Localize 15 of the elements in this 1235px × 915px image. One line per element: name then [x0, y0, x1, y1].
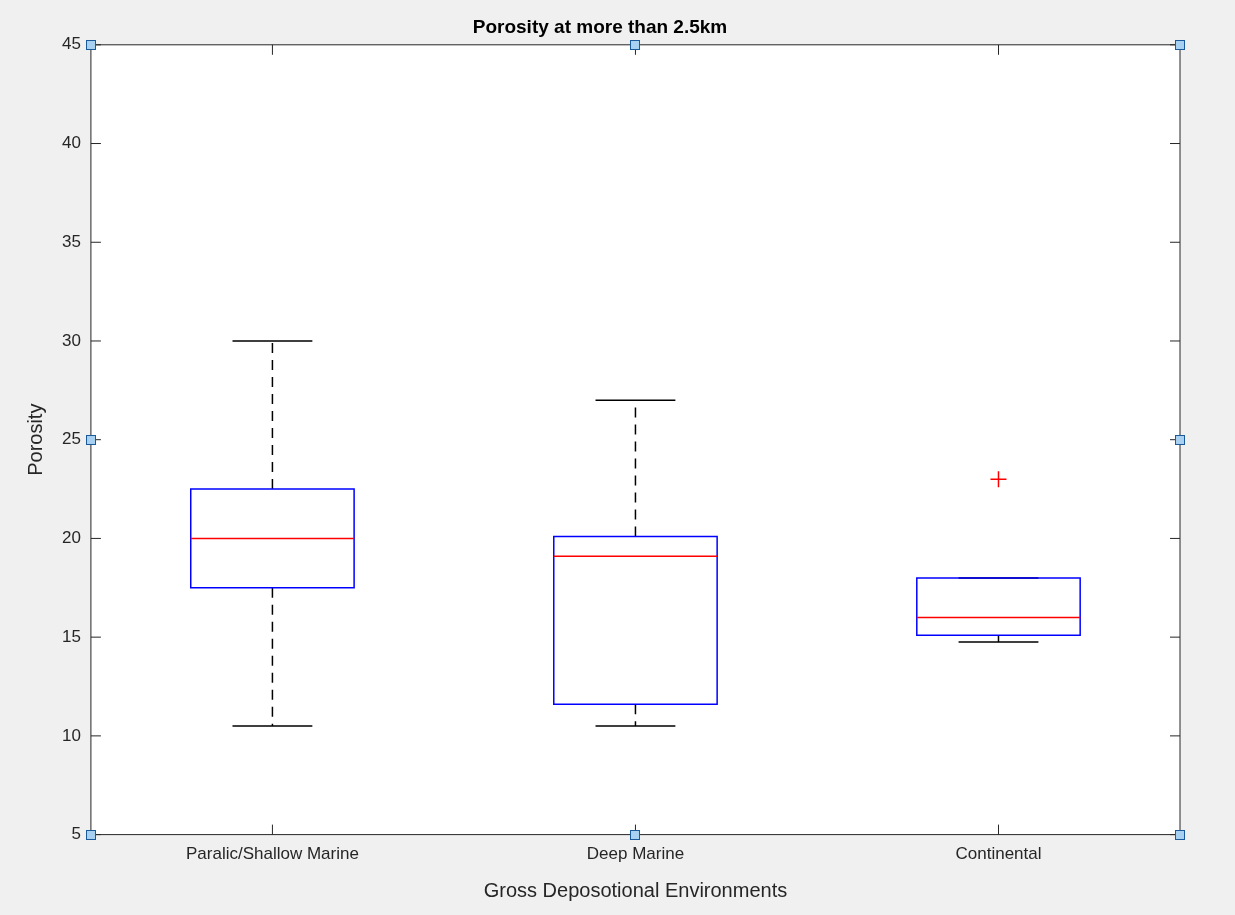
y-tick-label: 25: [61, 429, 81, 449]
y-tick-label: 35: [61, 231, 81, 251]
x-tick-label: Continental: [955, 844, 1042, 864]
y-tick-label: 40: [61, 133, 81, 153]
y-tick-label: 45: [61, 34, 81, 54]
y-tick-label: 5: [71, 824, 81, 844]
y-tick-label: 10: [61, 725, 81, 745]
x-tick-label: Deep Marine: [586, 844, 685, 864]
y-tick-label: 30: [61, 330, 81, 350]
chart-title: Porosity at more than 2.5km: [472, 15, 728, 37]
y-tick-label: 15: [61, 626, 81, 646]
x-axis-title: Gross Deposotional Environments: [483, 878, 788, 901]
y-tick-label: 20: [61, 528, 81, 548]
x-tick-label: Paralic/Shallow Marine: [185, 844, 359, 864]
y-axis-title: Porosity: [23, 403, 46, 476]
